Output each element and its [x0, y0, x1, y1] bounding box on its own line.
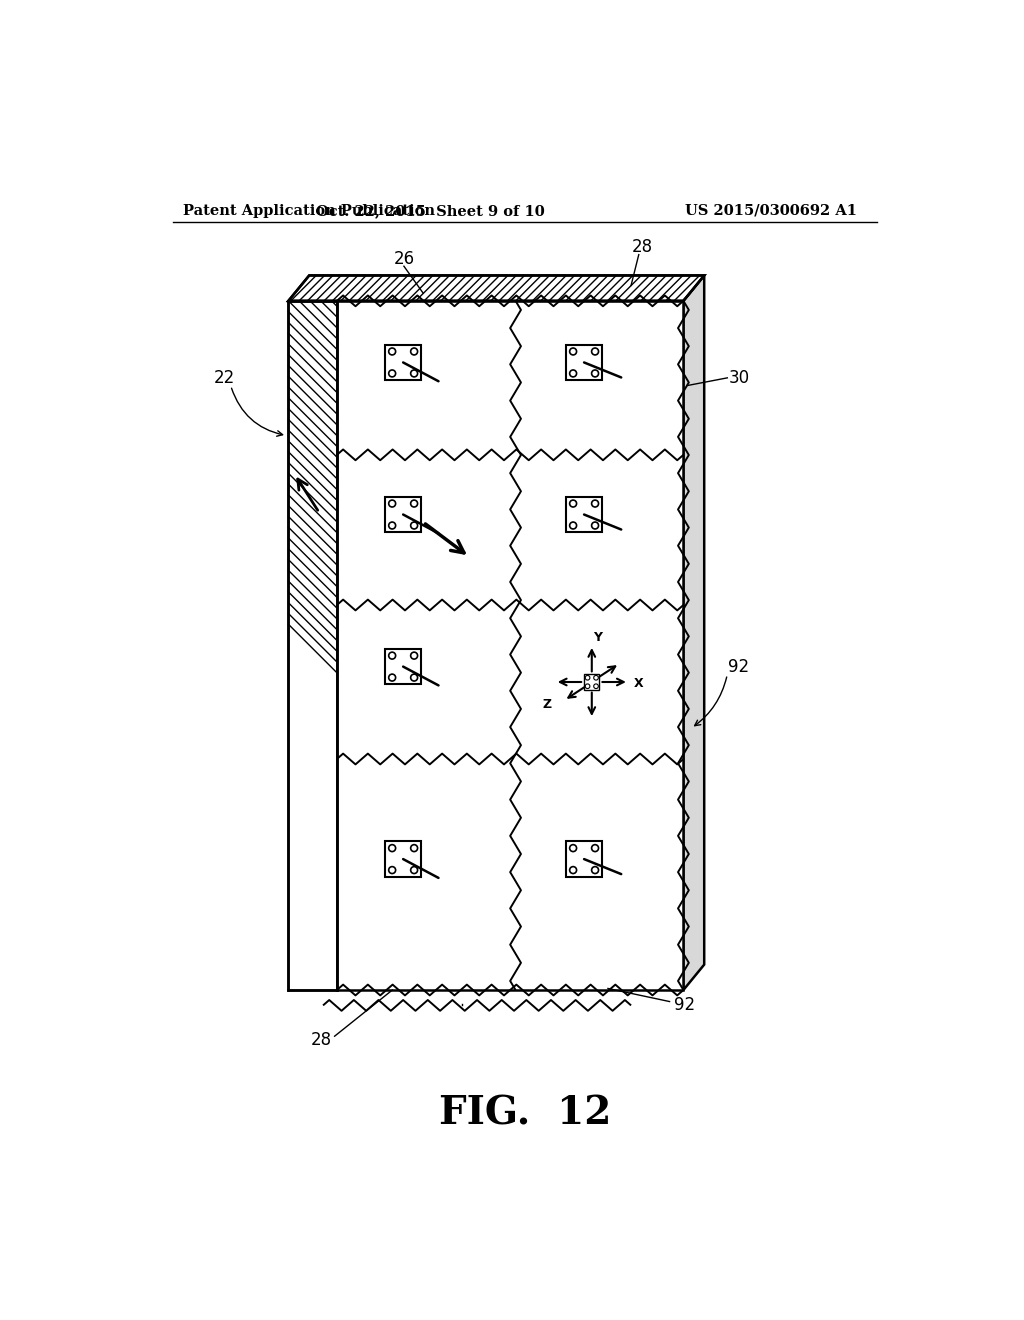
Polygon shape — [385, 841, 421, 876]
Polygon shape — [566, 345, 602, 380]
Polygon shape — [385, 649, 421, 684]
Text: Oct. 22, 2015  Sheet 9 of 10: Oct. 22, 2015 Sheet 9 of 10 — [316, 203, 545, 218]
Text: 30: 30 — [728, 368, 750, 387]
Text: 28: 28 — [632, 238, 653, 256]
Text: 26: 26 — [393, 249, 415, 268]
Text: 28: 28 — [311, 1031, 332, 1049]
Polygon shape — [337, 301, 683, 990]
Text: 92: 92 — [728, 657, 750, 676]
Polygon shape — [385, 345, 421, 380]
Text: Z: Z — [543, 698, 552, 711]
Text: US 2015/0300692 A1: US 2015/0300692 A1 — [685, 203, 857, 218]
Polygon shape — [683, 276, 705, 990]
Text: 92: 92 — [675, 997, 695, 1014]
Polygon shape — [385, 496, 421, 532]
Text: FIG.  12: FIG. 12 — [438, 1094, 611, 1133]
Polygon shape — [566, 841, 602, 876]
Text: 22: 22 — [214, 368, 236, 387]
Text: X: X — [634, 677, 643, 690]
Polygon shape — [584, 675, 599, 689]
Polygon shape — [566, 496, 602, 532]
Text: Y: Y — [593, 631, 602, 644]
Text: Patent Application Publication: Patent Application Publication — [183, 203, 435, 218]
Polygon shape — [289, 276, 705, 301]
Polygon shape — [289, 301, 337, 990]
